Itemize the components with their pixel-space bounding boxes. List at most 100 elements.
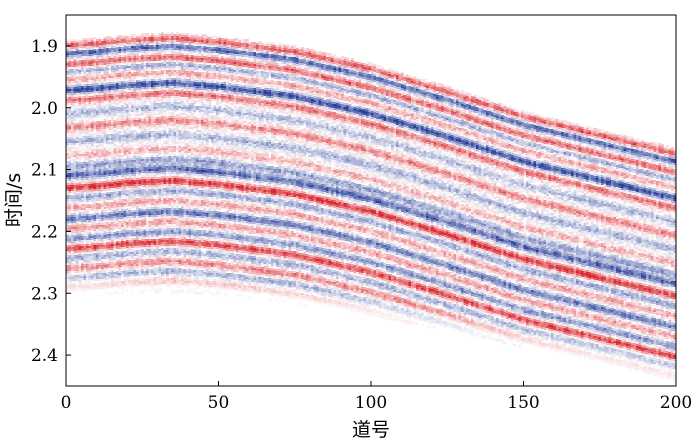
heatmap-cell <box>94 39 97 41</box>
heatmap-cell <box>139 106 142 108</box>
heatmap-cell <box>131 120 134 122</box>
heatmap-cell <box>119 159 122 161</box>
heatmap-cell <box>69 71 72 73</box>
heatmap-cell <box>121 171 124 173</box>
heatmap-cell <box>141 291 144 293</box>
heatmap-cell <box>104 167 107 169</box>
heatmap-cell <box>149 135 152 137</box>
heatmap-cell <box>161 270 164 272</box>
heatmap-cell <box>146 85 149 87</box>
heatmap-cell <box>104 221 107 223</box>
heatmap-cell <box>89 204 92 206</box>
heatmap-cell <box>156 183 159 185</box>
heatmap-cell <box>91 208 94 210</box>
heatmap-cell <box>116 91 119 93</box>
heatmap-cell <box>84 214 87 216</box>
heatmap-cell <box>106 58 109 60</box>
heatmap-cell <box>86 250 89 252</box>
heatmap-cell <box>131 170 134 172</box>
heatmap-cell <box>131 36 134 38</box>
heatmap-cell <box>114 110 117 112</box>
heatmap-cell <box>119 49 122 51</box>
heatmap-cell <box>136 168 139 170</box>
heatmap-cell <box>164 112 167 114</box>
heatmap-cell <box>116 231 119 233</box>
heatmap-cell <box>151 213 154 215</box>
heatmap-cell <box>84 38 87 40</box>
heatmap-cell <box>91 142 94 144</box>
heatmap-cell <box>146 125 149 127</box>
heatmap-cell <box>74 243 77 245</box>
heatmap-cell <box>79 156 82 158</box>
heatmap-cell <box>116 179 119 181</box>
heatmap-cell <box>104 43 107 45</box>
heatmap-cell <box>99 171 102 173</box>
heatmap-cell <box>156 251 159 253</box>
heatmap-cell <box>114 248 117 250</box>
heatmap-cell <box>94 43 97 45</box>
heatmap-cell <box>164 244 167 246</box>
heatmap-cell <box>156 103 159 105</box>
heatmap-cell <box>136 134 139 136</box>
heatmap-cell <box>79 224 82 226</box>
heatmap-cell <box>119 101 122 103</box>
heatmap-cell <box>79 206 82 208</box>
heatmap-cell <box>166 86 169 88</box>
heatmap-cell <box>139 48 142 50</box>
heatmap-cell <box>139 42 142 44</box>
heatmap-cell <box>71 123 74 125</box>
heatmap-cell <box>139 242 142 244</box>
heatmap-cell <box>149 127 152 129</box>
heatmap-cell <box>116 59 119 61</box>
heatmap-cell <box>129 186 132 188</box>
heatmap-cell <box>134 154 137 156</box>
heatmap-cell <box>91 240 94 242</box>
heatmap-cell <box>109 108 112 110</box>
heatmap-cell <box>126 108 129 110</box>
heatmap-cell <box>129 48 132 50</box>
heatmap-cell <box>84 140 87 142</box>
heatmap-cell <box>169 64 172 66</box>
heatmap-cell <box>124 185 127 187</box>
heatmap-cell <box>161 146 164 148</box>
heatmap-cell <box>81 192 84 194</box>
heatmap-cell <box>144 223 147 225</box>
heatmap-cell <box>91 178 94 180</box>
heatmap-cell <box>164 236 167 238</box>
heatmap-cell <box>151 215 154 217</box>
heatmap-cell <box>79 60 82 62</box>
heatmap-cell <box>166 202 169 204</box>
heatmap-cell <box>141 125 144 127</box>
heatmap-cell <box>74 171 77 173</box>
heatmap-cell <box>139 256 142 258</box>
heatmap-cell <box>166 178 169 180</box>
heatmap-cell <box>159 81 162 83</box>
heatmap-cell <box>141 251 144 253</box>
heatmap-cell <box>134 148 137 150</box>
heatmap-cell <box>144 275 147 277</box>
heatmap-cell <box>69 97 72 99</box>
heatmap-cell <box>94 121 97 123</box>
heatmap-cell <box>169 154 172 156</box>
heatmap-cell <box>76 243 79 245</box>
heatmap-cell <box>134 170 137 172</box>
heatmap-cell <box>141 87 144 89</box>
heatmap-cell <box>129 256 132 258</box>
heatmap-cell <box>144 281 147 283</box>
heatmap-cell <box>154 145 157 147</box>
heatmap-cell <box>91 274 94 276</box>
heatmap-cell <box>139 210 142 212</box>
heatmap-cell <box>136 76 139 78</box>
heatmap-cell <box>146 53 149 55</box>
heatmap-cell <box>121 211 124 213</box>
heatmap-cell <box>71 57 74 59</box>
heatmap-cell <box>126 46 129 48</box>
heatmap-cell <box>139 194 142 196</box>
heatmap-cell <box>79 188 82 190</box>
heatmap-cell <box>79 46 82 48</box>
heatmap-cell <box>164 170 167 172</box>
heatmap-cell <box>166 162 169 164</box>
heatmap-cell <box>89 102 92 104</box>
heatmap-cell <box>86 264 89 266</box>
heatmap-cell <box>154 117 157 119</box>
